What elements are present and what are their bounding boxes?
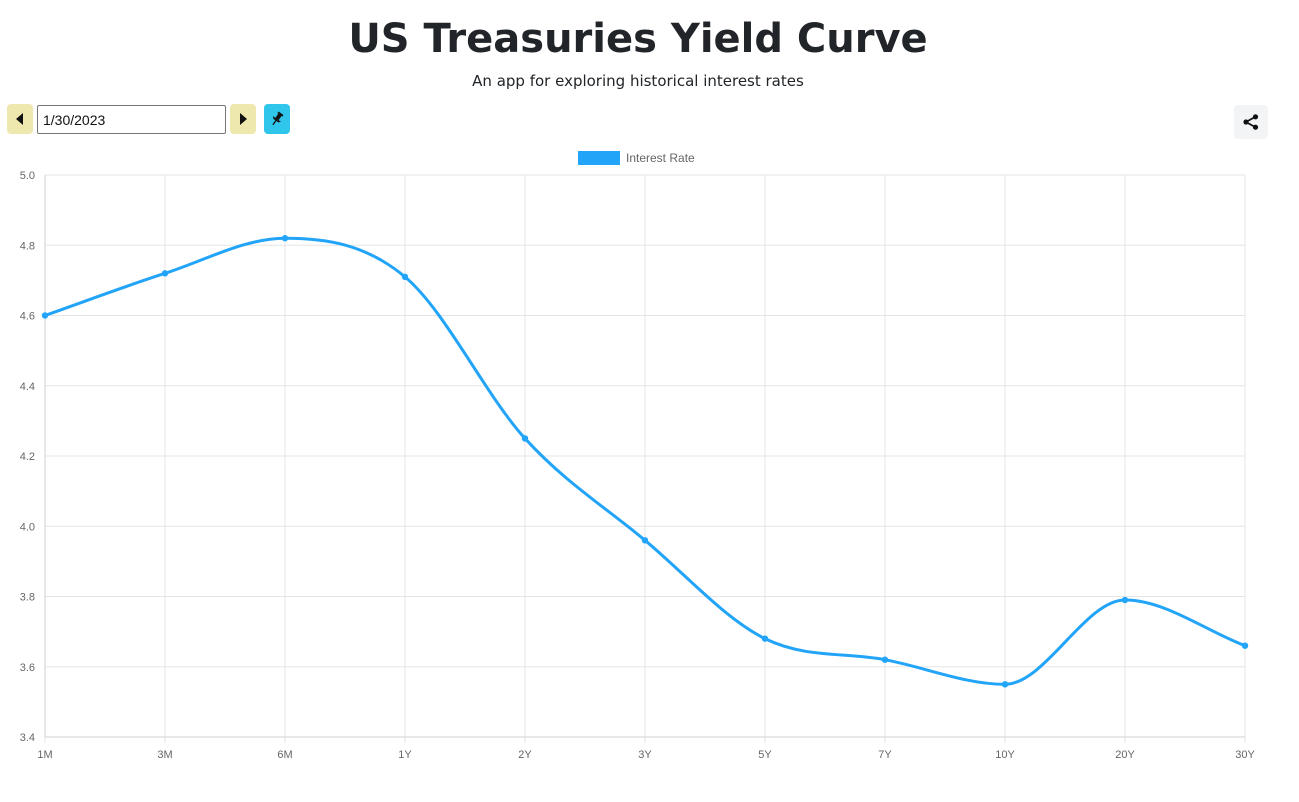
- data-point[interactable]: [1001, 681, 1009, 688]
- data-point[interactable]: [41, 312, 49, 319]
- y-tick-label: 3.8: [20, 592, 35, 604]
- y-tick-label: 3.4: [20, 732, 35, 744]
- share-button[interactable]: [1234, 105, 1268, 139]
- data-point[interactable]: [761, 635, 769, 642]
- x-axis-ticks: 1M 3M 6M 1Y 2Y 3Y 5Y 7Y 10Y 20Y 30Y: [37, 749, 1255, 761]
- x-tick-label: 1Y: [398, 749, 412, 761]
- share-icon: [1243, 114, 1259, 130]
- data-point[interactable]: [1121, 596, 1129, 604]
- data-point[interactable]: [641, 537, 649, 544]
- yield-curve-chart: Interest Rate 3.4 3.6 3.8 4.0 4.2 4.4 4.6 4.8 5.…: [0, 140, 1299, 780]
- y-tick-label: 4.4: [20, 381, 35, 393]
- x-tick-label: 3Y: [638, 749, 652, 761]
- x-tick-label: 6M: [277, 749, 292, 761]
- x-tick-label: 20Y: [1115, 749, 1135, 761]
- page-title: US Treasuries Yield Curve: [348, 16, 928, 62]
- chart-grid: [44, 174, 1246, 743]
- x-tick-label: 7Y: [878, 749, 892, 761]
- caret-right-icon: [240, 113, 247, 125]
- legend-label: Interest Rate: [626, 151, 695, 165]
- x-tick-label: 30Y: [1235, 749, 1255, 761]
- pin-icon: [272, 111, 284, 126]
- data-point[interactable]: [881, 656, 889, 663]
- x-tick-label: 2Y: [518, 749, 532, 761]
- previous-date-button[interactable]: [7, 104, 33, 134]
- y-tick-label: 4.2: [20, 451, 35, 463]
- chart-legend: Interest Rate: [578, 151, 695, 165]
- x-tick-label: 1M: [37, 749, 52, 761]
- x-tick-label: 10Y: [995, 749, 1015, 761]
- y-tick-label: 4.6: [20, 311, 35, 323]
- data-point[interactable]: [161, 270, 169, 277]
- next-date-button[interactable]: [230, 104, 256, 134]
- legend-swatch: [578, 151, 620, 165]
- page-subtitle: An app for exploring historical interest…: [472, 72, 804, 90]
- series-points: [41, 235, 1249, 688]
- data-point[interactable]: [401, 273, 409, 281]
- data-point[interactable]: [521, 435, 529, 442]
- y-tick-label: 4.8: [20, 240, 35, 252]
- data-point[interactable]: [281, 235, 289, 242]
- data-point[interactable]: [1241, 642, 1249, 649]
- y-axis-ticks: 3.4 3.6 3.8 4.0 4.2 4.4 4.6 4.8 5.0: [20, 170, 35, 744]
- y-tick-label: 5.0: [20, 170, 35, 182]
- yield-curve-svg: Interest Rate 3.4 3.6 3.8 4.0 4.2 4.4 4.6 4.8 5.…: [20, 151, 1255, 761]
- caret-left-icon: [16, 113, 23, 125]
- y-tick-label: 4.0: [20, 521, 35, 533]
- date-input[interactable]: [37, 105, 226, 134]
- x-tick-label: 3M: [157, 749, 172, 761]
- x-tick-label: 5Y: [758, 749, 772, 761]
- y-tick-label: 3.6: [20, 662, 35, 674]
- pin-button[interactable]: [264, 104, 290, 134]
